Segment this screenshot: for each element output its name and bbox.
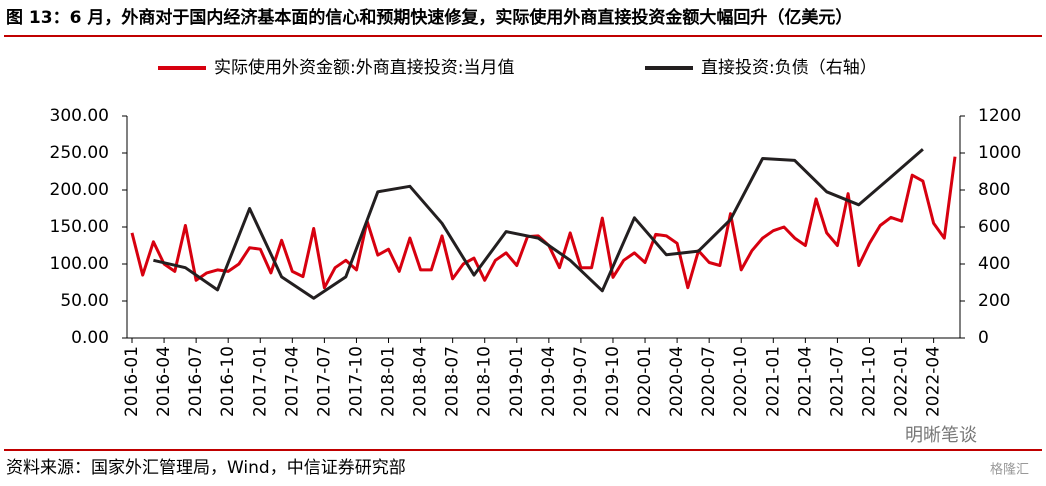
- y-tick-label: 250.00: [50, 143, 109, 163]
- x-tick-label: 2020-07: [699, 346, 719, 417]
- x-tick-label: 2022-04: [924, 346, 944, 417]
- y-tick-label: 0.00: [71, 328, 109, 348]
- x-tick-label: 2018-01: [379, 346, 399, 417]
- x-tick-label: 2016-01: [122, 346, 142, 417]
- x-tick-label: 2018-07: [443, 346, 463, 417]
- x-tick-label: 2017-01: [250, 346, 270, 417]
- y2-tick-label: 0: [978, 328, 989, 348]
- x-tick-label: 2020-04: [667, 346, 687, 417]
- x-tick-label: 2019-07: [571, 346, 591, 417]
- watermark: 明晰笔谈: [905, 425, 977, 446]
- y-tick-label: 150.00: [50, 217, 109, 237]
- x-tick-label: 2016-04: [154, 346, 174, 417]
- x-tick-label: 2021-04: [795, 346, 815, 417]
- x-tick-label: 2019-10: [603, 346, 623, 417]
- y2-tick-label: 200: [978, 291, 1010, 311]
- x-tick-label: 2019-04: [539, 346, 559, 417]
- x-tick-label: 2021-01: [763, 346, 783, 417]
- x-tick-label: 2019-01: [507, 346, 527, 417]
- y-tick-label: 300.00: [50, 106, 109, 126]
- source: 资料来源：国家外汇管理局，Wind，中信证券研究部: [6, 458, 406, 478]
- series-line: [153, 148, 924, 300]
- legend-label: 实际使用外资金额:外商直接投资:当月值: [214, 57, 514, 78]
- x-tick-label: 2017-04: [282, 346, 302, 417]
- x-tick-label: 2021-10: [859, 346, 879, 417]
- x-tick-label: 2020-10: [731, 346, 751, 417]
- x-tick-label: 2016-10: [218, 346, 238, 417]
- chart-title: 图 13：6 月，外商对于国内经济基本面的信心和预期快速修复，实际使用外商直接投…: [6, 7, 852, 28]
- x-tick-label: 2020-01: [635, 346, 655, 417]
- y-tick-label: 200.00: [50, 180, 109, 200]
- y2-tick-label: 1000: [978, 143, 1021, 163]
- x-tick-label: 2018-04: [411, 346, 431, 417]
- x-tick-label: 2018-10: [475, 346, 495, 417]
- x-tick-label: 2022-01: [892, 346, 912, 417]
- x-tick-label: 2017-10: [346, 346, 366, 417]
- x-tick-label: 2017-07: [314, 346, 334, 417]
- x-tick-label: 2021-07: [827, 346, 847, 417]
- logo: 格隆汇: [990, 462, 1029, 478]
- y2-tick-label: 800: [978, 180, 1010, 200]
- y-tick-label: 100.00: [50, 254, 109, 274]
- y2-tick-label: 1200: [978, 106, 1021, 126]
- y2-tick-label: 600: [978, 217, 1010, 237]
- legend-label: 直接投资:负债（右轴）: [701, 58, 877, 78]
- y-tick-label: 50.00: [60, 291, 109, 311]
- y2-tick-label: 400: [978, 254, 1010, 274]
- x-tick-label: 2016-07: [186, 346, 206, 417]
